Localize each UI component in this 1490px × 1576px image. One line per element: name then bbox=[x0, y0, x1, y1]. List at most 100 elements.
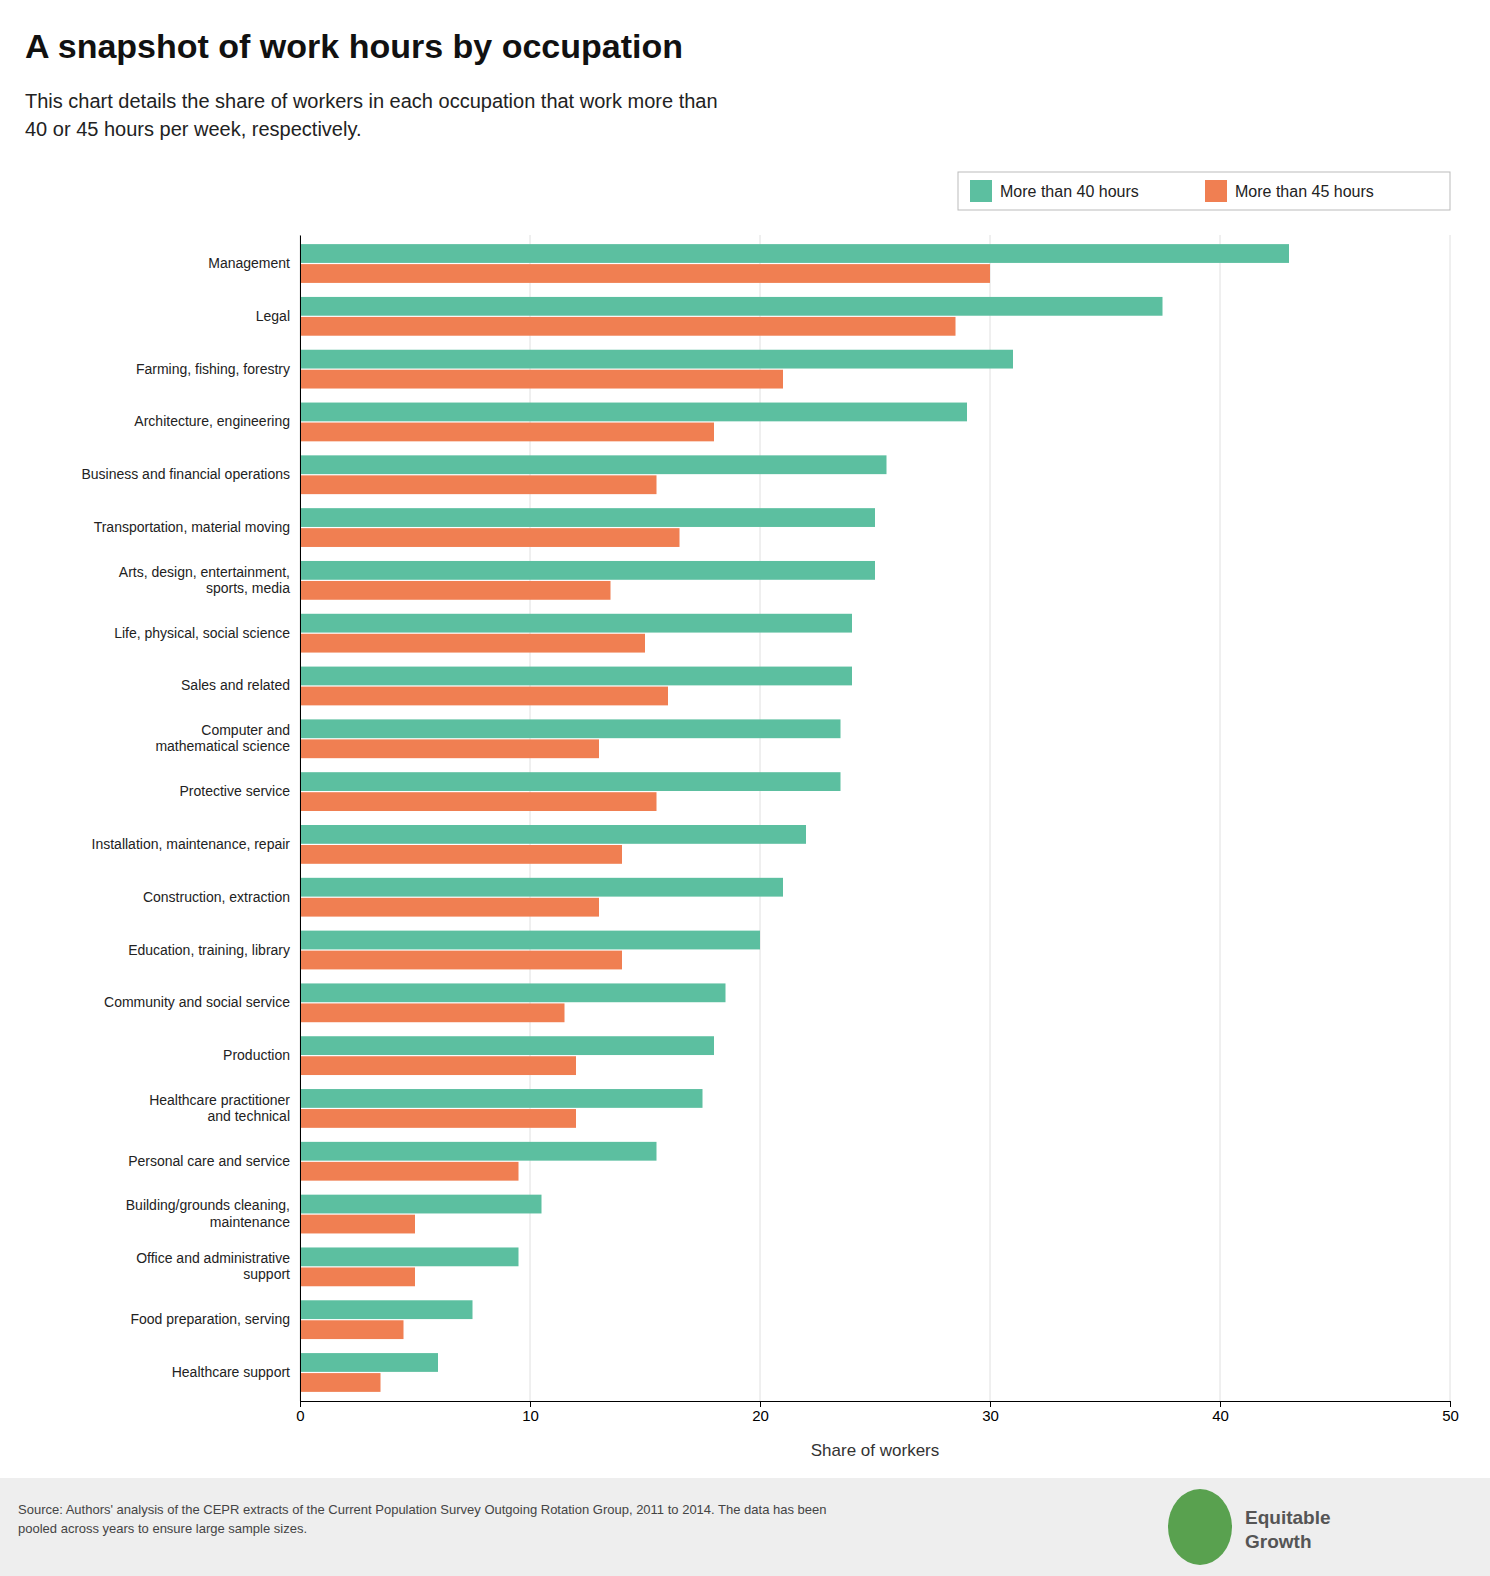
bar bbox=[300, 1195, 542, 1214]
y-tick-label: Transportation, material moving bbox=[94, 519, 290, 535]
y-tick-label: Business and financial operations bbox=[81, 466, 290, 482]
y-tick: Farming, fishing, forestry bbox=[136, 361, 300, 377]
bar bbox=[300, 667, 852, 686]
bar bbox=[300, 244, 1289, 263]
y-tick-label: Community and social service bbox=[104, 994, 290, 1010]
x-tick-label: 20 bbox=[752, 1407, 769, 1424]
bar bbox=[300, 350, 1013, 369]
text-line: Legal bbox=[256, 308, 290, 324]
y-tick-label: Architecture, engineering bbox=[134, 413, 290, 429]
bar bbox=[300, 772, 841, 791]
y-tick-label: Life, physical, social science bbox=[114, 625, 290, 641]
bar bbox=[300, 508, 875, 527]
bar bbox=[300, 792, 657, 811]
y-tick-label: Management bbox=[208, 255, 290, 271]
bar bbox=[300, 423, 714, 442]
text-line: sports, media bbox=[206, 580, 290, 596]
bar bbox=[300, 1036, 714, 1055]
legend-frame bbox=[958, 172, 1450, 210]
grid-line bbox=[990, 235, 991, 1401]
bar bbox=[300, 1320, 404, 1339]
bar bbox=[300, 1247, 519, 1266]
y-tick: Production bbox=[223, 1047, 300, 1063]
bar bbox=[300, 1089, 703, 1108]
bar bbox=[300, 719, 841, 738]
x-axis: 01020304050 bbox=[296, 1401, 1459, 1424]
legend: More than 40 hoursMore than 45 hours bbox=[958, 172, 1450, 210]
text-line: Architecture, engineering bbox=[134, 413, 290, 429]
bar bbox=[300, 264, 990, 283]
legend-swatch bbox=[1205, 180, 1227, 202]
y-tick: Sales and related bbox=[181, 677, 300, 693]
bars bbox=[300, 244, 1289, 1392]
bar bbox=[300, 528, 680, 547]
bar bbox=[300, 1353, 438, 1372]
bar bbox=[300, 317, 956, 336]
bar bbox=[300, 1109, 576, 1128]
x-tick: 50 bbox=[1442, 1401, 1459, 1424]
bar bbox=[300, 739, 599, 758]
y-tick-label: Food preparation, serving bbox=[130, 1311, 290, 1327]
title: A snapshot of work hours by occupation bbox=[25, 27, 683, 65]
text-line: Computer and bbox=[201, 722, 290, 738]
bar bbox=[300, 825, 806, 844]
grid bbox=[300, 235, 1450, 1401]
y-tick-label: Protective service bbox=[180, 783, 291, 799]
bar bbox=[300, 878, 783, 897]
text-line: Management bbox=[208, 255, 290, 271]
bar-series bbox=[300, 264, 990, 1392]
bar bbox=[300, 561, 875, 580]
y-tick: Life, physical, social science bbox=[114, 625, 300, 641]
y-tick-label: Office and administrativesupport bbox=[136, 1250, 290, 1282]
x-tick-label: 0 bbox=[296, 1407, 304, 1424]
x-tick-label: 40 bbox=[1212, 1407, 1229, 1424]
text-line: maintenance bbox=[210, 1214, 290, 1230]
logo: EquitableGrowth bbox=[1168, 1489, 1331, 1565]
y-tick: Installation, maintenance, repair bbox=[92, 836, 300, 852]
bar bbox=[300, 951, 622, 970]
y-tick-label: Farming, fishing, forestry bbox=[136, 361, 290, 377]
y-tick-label: Computer andmathematical science bbox=[155, 722, 290, 754]
bar bbox=[300, 931, 760, 950]
text-line: Community and social service bbox=[104, 994, 290, 1010]
y-tick-label: Arts, design, entertainment,sports, medi… bbox=[119, 564, 290, 596]
bar bbox=[300, 983, 726, 1002]
bar bbox=[300, 687, 668, 706]
y-axis: Management Legal Farming, fishing, forestr… bbox=[81, 236, 300, 1402]
text-line: Healthcare practitioner bbox=[149, 1092, 290, 1108]
text-line: pooled across years to ensure large samp… bbox=[18, 1521, 307, 1536]
text-line: 40 or 45 hours per week, respectively. bbox=[25, 118, 361, 140]
text-line: and technical bbox=[207, 1108, 290, 1124]
bar bbox=[300, 634, 645, 653]
y-tick: Healthcare support bbox=[172, 1364, 300, 1380]
x-tick: 0 bbox=[296, 1401, 304, 1424]
text-line: Sales and related bbox=[181, 677, 290, 693]
x-tick-label: 50 bbox=[1442, 1407, 1459, 1424]
y-tick-label: Sales and related bbox=[181, 677, 290, 693]
logo-shape bbox=[1168, 1489, 1232, 1565]
source: Source: Authors' analysis of the CEPR ex… bbox=[18, 1502, 827, 1536]
y-tick: Food preparation, serving bbox=[130, 1311, 300, 1327]
legend-swatch bbox=[970, 180, 992, 202]
text-line: Arts, design, entertainment, bbox=[119, 564, 290, 580]
text-line: Transportation, material moving bbox=[94, 519, 290, 535]
y-tick: Construction, extraction bbox=[143, 889, 300, 905]
text-line: Construction, extraction bbox=[143, 889, 290, 905]
text-line: Building/grounds cleaning, bbox=[126, 1197, 290, 1213]
legend-label: More than 40 hours bbox=[1000, 183, 1139, 200]
y-tick-label: Healthcare support bbox=[172, 1364, 290, 1380]
y-tick: Office and administrativesupport bbox=[136, 1250, 300, 1282]
y-tick: Arts, design, entertainment,sports, medi… bbox=[119, 564, 300, 596]
text-line: Protective service bbox=[180, 783, 291, 799]
y-tick: Building/grounds cleaning,maintenance bbox=[126, 1197, 300, 1229]
text-line: Education, training, library bbox=[128, 941, 290, 957]
y-tick-label: Production bbox=[223, 1047, 290, 1063]
bar bbox=[300, 1373, 381, 1392]
x-axis-title: Share of workers bbox=[811, 1441, 940, 1460]
bar bbox=[300, 455, 887, 474]
bar bbox=[300, 1162, 519, 1181]
y-tick-label: Construction, extraction bbox=[143, 889, 290, 905]
y-tick-label: Legal bbox=[256, 308, 290, 324]
text-line: Personal care and service bbox=[128, 1153, 290, 1169]
text-line: support bbox=[243, 1266, 290, 1282]
